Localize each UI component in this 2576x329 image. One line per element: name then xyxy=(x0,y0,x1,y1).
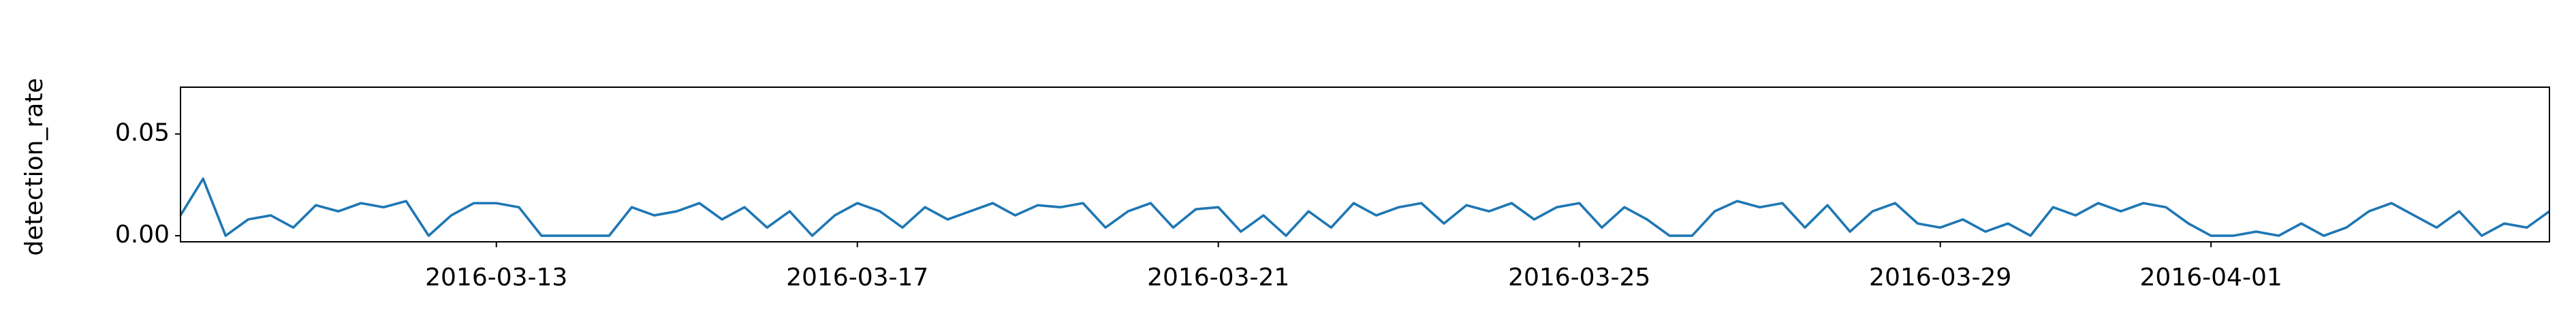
y-tick-label: 0.05 xyxy=(115,119,170,147)
x-tick-label: 2016-03-25 xyxy=(1508,264,1650,292)
data-line xyxy=(179,177,2551,237)
x-tick-label: 2016-03-21 xyxy=(1147,264,1289,292)
x-tick-label: 2016-04-01 xyxy=(2140,264,2282,292)
y-tick-label: 0.00 xyxy=(115,221,170,249)
x-tick-label: 2016-03-17 xyxy=(786,264,928,292)
plot-frame xyxy=(180,87,2550,242)
x-tick-label: 2016-03-13 xyxy=(425,264,567,292)
y-axis-label: detection_rate xyxy=(20,78,48,255)
x-tick-label: 2016-03-29 xyxy=(1869,264,2011,292)
